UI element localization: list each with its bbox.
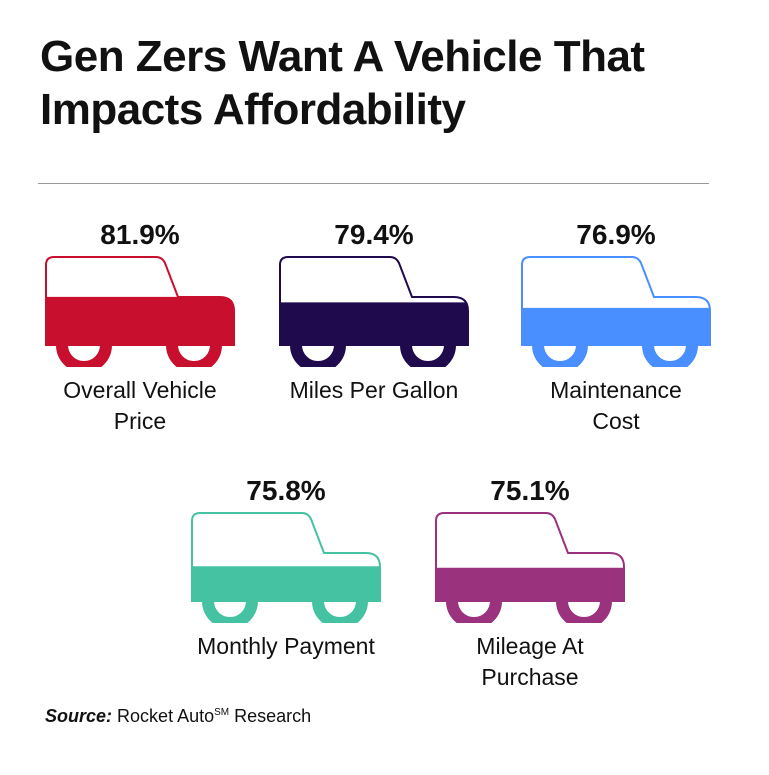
stat-item: 81.9% Overall Vehicle Price [20, 219, 260, 437]
car-gauge-icon [191, 512, 381, 623]
car-fill-level [436, 567, 624, 601]
car-fill-level [280, 302, 468, 345]
category-label: Monthly Payment [197, 633, 375, 659]
car-fill-level [46, 296, 234, 345]
wheels [202, 600, 368, 623]
value-label: 75.1% [490, 475, 570, 506]
value-label: 75.8% [246, 475, 326, 506]
value-label: 81.9% [100, 219, 180, 250]
stat-item: 76.9% Maintenance Cost [496, 219, 736, 437]
value-label: 76.9% [576, 219, 656, 250]
stat-item: 75.1% Mileage At Purchase [410, 475, 650, 693]
car-gauge-icon [45, 256, 235, 367]
category-label: Overall Vehicle Price [63, 377, 217, 434]
wheels [290, 344, 456, 367]
wheels [56, 344, 222, 367]
category-label: Maintenance Cost [550, 377, 682, 434]
stat-item: 75.8% Monthly Payment [166, 475, 406, 662]
source-note: Source: Rocket AutoSM Research [45, 706, 312, 726]
car-fill-level [192, 566, 380, 601]
wheels [532, 344, 698, 367]
car-gauge-icon [279, 256, 469, 367]
stat-item: 79.4% Miles Per Gallon [254, 219, 494, 406]
page-title: Gen Zers Want A Vehicle That Impacts Aff… [40, 32, 645, 134]
car-gauge-icon [521, 256, 711, 367]
car-fill-level [522, 307, 710, 345]
wheels [446, 600, 612, 623]
category-label: Mileage At Purchase [476, 633, 584, 690]
category-label: Miles Per Gallon [289, 377, 459, 403]
divider [38, 183, 709, 184]
value-label: 79.4% [334, 219, 414, 250]
car-gauge-icon [435, 512, 625, 623]
